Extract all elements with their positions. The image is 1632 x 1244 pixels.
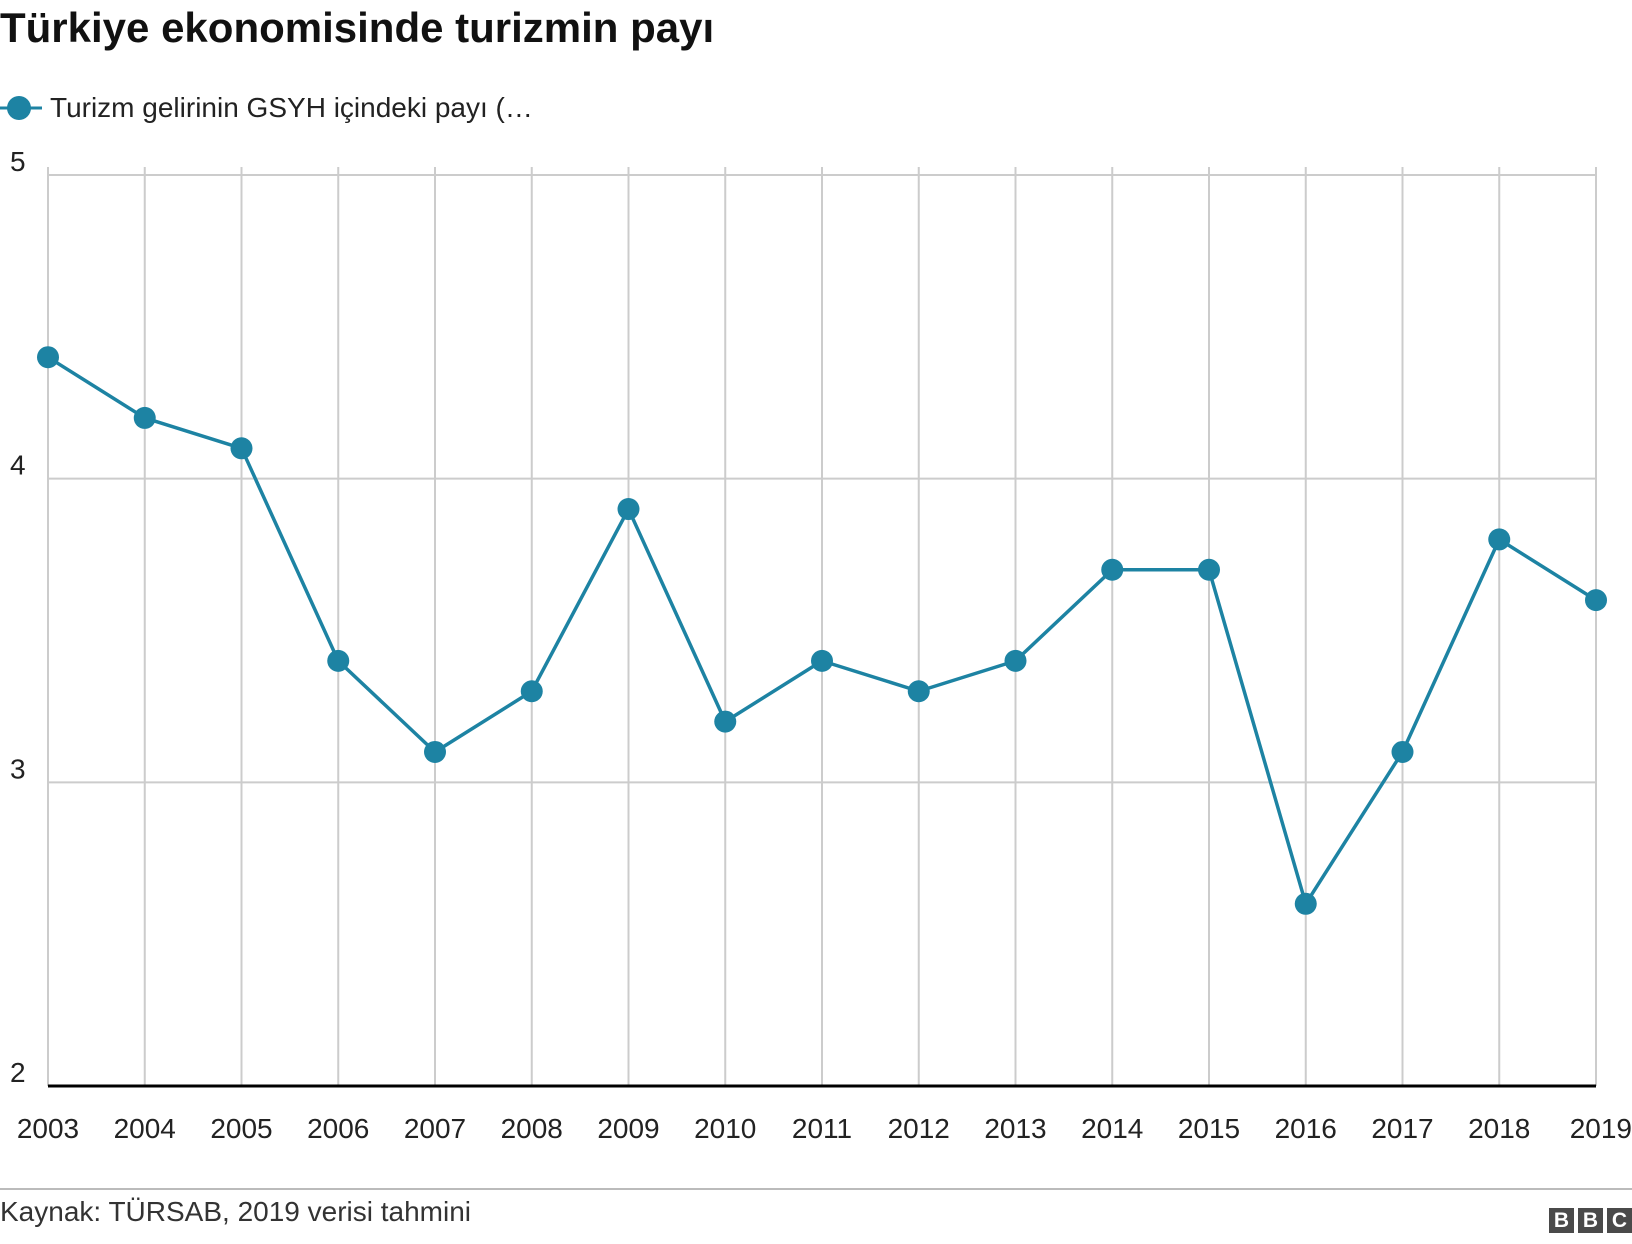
data-point (811, 649, 833, 672)
data-point (327, 649, 350, 672)
legend: Turizm gelirinin GSYH içindeki payı (… (0, 88, 533, 128)
x-tick-label: 2016 (1275, 1113, 1337, 1144)
x-tick-label: 2018 (1468, 1113, 1530, 1144)
logo-letter: B (1549, 1208, 1574, 1233)
footer-divider (0, 1188, 1632, 1190)
x-tick-label: 2015 (1178, 1113, 1240, 1144)
data-point (1004, 649, 1027, 672)
y-tick-label: 2 (10, 1057, 26, 1088)
y-tick-label: 5 (10, 146, 26, 177)
legend-label: Turizm gelirinin GSYH içindeki payı (… (50, 92, 533, 123)
data-point (1391, 740, 1414, 763)
data-point (1585, 589, 1607, 612)
data-point (617, 498, 640, 521)
x-tick-label: 2005 (210, 1113, 272, 1144)
x-tick-label: 2017 (1371, 1113, 1433, 1144)
x-tick-label: 2019 (1570, 1113, 1632, 1144)
x-tick-label: 2012 (888, 1113, 950, 1144)
data-point (714, 710, 737, 733)
data-point (1198, 558, 1220, 581)
data-point (37, 346, 59, 369)
data-point (1294, 892, 1317, 915)
source-note: Kaynak: TÜRSAB, 2019 verisi tahmini (0, 1196, 472, 1227)
x-tick-label: 2006 (307, 1113, 369, 1144)
data-point (1101, 558, 1124, 581)
data-point (520, 680, 543, 703)
data-point (133, 406, 156, 429)
y-tick-label: 4 (10, 450, 26, 481)
x-tick-label: 2013 (984, 1113, 1046, 1144)
x-tick-label: 2004 (114, 1113, 176, 1144)
x-tick-label: 2009 (597, 1113, 659, 1144)
x-tick-label: 2014 (1081, 1113, 1143, 1144)
chart-title: Türkiye ekonomisinde turizmin payı (0, 4, 715, 51)
data-point (907, 680, 930, 703)
data-point (1488, 528, 1511, 551)
x-tick-label: 2010 (694, 1113, 756, 1144)
data-point (424, 740, 446, 763)
y-tick-label: 3 (10, 753, 26, 784)
x-tick-label: 2007 (404, 1113, 466, 1144)
line-chart: 2 3 4 5 2003 2004 2005 2006 2007 2008 2009 2010 2011… (10, 146, 1632, 1144)
x-tick-label: 2008 (501, 1113, 563, 1144)
x-tick-label: 2003 (17, 1113, 79, 1144)
bbc-logo: B B C (1545, 1208, 1632, 1233)
data-point (230, 437, 253, 460)
logo-letter: C (1607, 1208, 1632, 1233)
logo-letter: B (1578, 1208, 1603, 1233)
legend-line-marker-icon (0, 96, 42, 120)
x-tick-label: 2011 (792, 1113, 852, 1144)
